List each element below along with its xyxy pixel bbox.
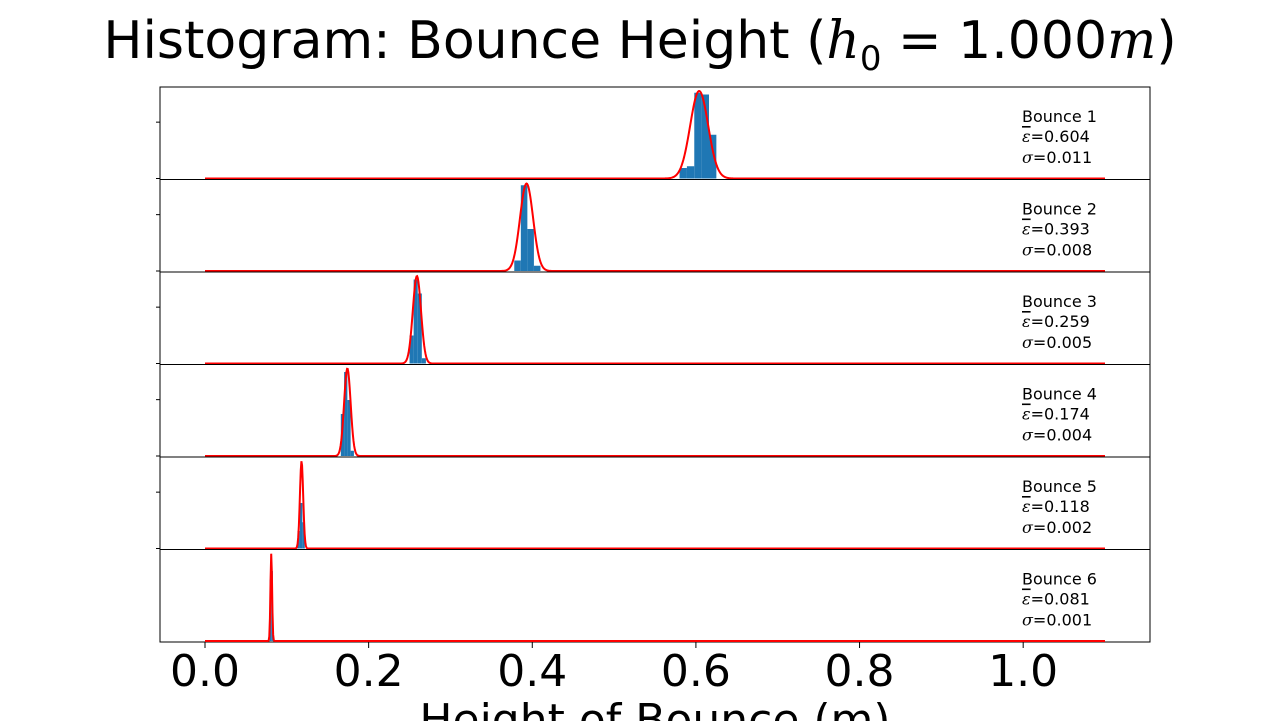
- panel-6-sigma-value: =0.001: [1033, 611, 1092, 630]
- panel-6-sigma-symbol: σ: [1022, 611, 1034, 630]
- panel-3-sigma-value: =0.005: [1033, 333, 1092, 352]
- panel-1-sigma: σ=0.011: [1022, 148, 1092, 167]
- panel-2-bar-4: [533, 265, 541, 271]
- panel-5-label: Bounce 5: [1022, 477, 1097, 496]
- panel-1-bar-4: [701, 94, 709, 179]
- panel-2-sigma: σ=0.008: [1022, 241, 1092, 260]
- panel-1-bar-3: [694, 92, 702, 179]
- panel-1-bar-1: [679, 168, 687, 179]
- panel-2-epsilon-value: =0.393: [1031, 220, 1090, 239]
- panel-3-bar-1: [409, 335, 414, 364]
- panel-6-sigma: σ=0.001: [1022, 611, 1092, 630]
- panel-4-bar-2: [344, 372, 348, 456]
- panel-1: Bounce 1ε=0.604 σ=0.011: [156, 86, 1151, 180]
- panel-2-frame: [159, 179, 1151, 273]
- panel-6-frame: [159, 549, 1151, 643]
- panel-3-fit-curve: [205, 274, 1105, 365]
- panel-5-epsilon: ε=0.118: [1022, 497, 1090, 516]
- panel-3-epsilon-symbol: ε: [1022, 312, 1031, 331]
- panel-3: Bounce 3ε=0.259 σ=0.005: [156, 271, 1151, 365]
- panel-2-epsilon-symbol: ε: [1022, 220, 1031, 239]
- panel-3-sigma: σ=0.005: [1022, 333, 1092, 352]
- panel-1-sigma-value: =0.011: [1033, 148, 1092, 167]
- panel-6-epsilon-value: =0.081: [1031, 590, 1090, 609]
- panel-3-bar-3: [417, 293, 422, 364]
- panel-6-label: Bounce 6: [1022, 570, 1097, 589]
- panel-5-sigma-symbol: σ: [1022, 518, 1034, 537]
- panel-4-epsilon: ε=0.174: [1022, 405, 1090, 424]
- panel-3-epsilon: ε=0.259: [1022, 312, 1090, 331]
- panel-1-fit-curve: [205, 89, 1105, 180]
- x-tick-label-3: 0.6: [661, 646, 731, 697]
- x-tick-label-0: 0.0: [170, 646, 240, 697]
- panel-5-bar-3: [302, 522, 305, 549]
- panel-2-fit-curve: [205, 182, 1105, 272]
- panel-4-bar-3: [347, 400, 351, 456]
- panel-1-bar-2: [686, 166, 695, 179]
- panel-3-label: Bounce 3: [1022, 292, 1097, 311]
- panel-4: Bounce 4ε=0.174 σ=0.004: [156, 364, 1151, 458]
- panel-6-fit-curve: [205, 553, 1105, 642]
- panel-3-epsilon-value: =0.259: [1031, 312, 1090, 331]
- panel-5: Bounce 5ε=0.118 σ=0.002: [156, 456, 1151, 550]
- panel-5-bar-2: [299, 503, 303, 549]
- x-tick-label-4: 0.8: [825, 646, 895, 697]
- panel-5-sigma: σ=0.002: [1022, 518, 1092, 537]
- panel-2-epsilon: ε=0.393: [1022, 220, 1090, 239]
- panel-1-epsilon: ε=0.604: [1022, 127, 1090, 146]
- panel-2: Bounce 2ε=0.393 σ=0.008: [156, 179, 1151, 273]
- panel-6-epsilon: ε=0.081: [1022, 590, 1090, 609]
- x-axis: 0.0 0.2 0.4 0.6 0.8 1.0: [170, 642, 1058, 697]
- x-tick-label-1: 0.2: [334, 646, 404, 697]
- panel-5-epsilon-symbol: ε: [1022, 497, 1031, 516]
- panel-5-sigma-value: =0.002: [1033, 518, 1092, 537]
- x-tick-label-5: 1.0: [988, 646, 1058, 697]
- panel-5-epsilon-value: =0.118: [1031, 497, 1090, 516]
- panel-1-bar-5: [709, 134, 717, 179]
- panel-1-epsilon-symbol: ε: [1022, 127, 1031, 146]
- panel-4-bar-4: [350, 450, 354, 456]
- panel-1-frame: [159, 86, 1151, 180]
- x-tick-label-2: 0.4: [497, 646, 567, 697]
- panel-3-bar-4: [421, 358, 426, 364]
- panel-2-bar-1: [514, 260, 521, 271]
- panel-1-epsilon-value: =0.604: [1031, 127, 1090, 146]
- panel-2-sigma-value: =0.008: [1033, 241, 1092, 260]
- panel-1-label: Bounce 1: [1022, 107, 1097, 126]
- panel-6: Bounce 6ε=0.081 σ=0.001: [159, 549, 1151, 643]
- panel-3-bar-2: [413, 279, 418, 364]
- panel-4-epsilon-value: =0.174: [1031, 405, 1090, 424]
- panel-2-bar-3: [527, 229, 534, 271]
- panel-2-bar-2: [520, 185, 528, 271]
- panel-1-sigma-symbol: σ: [1022, 148, 1034, 167]
- panel-6-epsilon-symbol: ε: [1022, 590, 1031, 609]
- panel-5-fit-curve: [205, 461, 1105, 550]
- x-axis-label: Height of Bounce (m): [419, 695, 890, 721]
- panel-4-sigma-value: =0.004: [1033, 426, 1092, 445]
- panel-4-sigma-symbol: σ: [1022, 426, 1034, 445]
- panel-4-label: Bounce 4: [1022, 385, 1097, 404]
- panel-2-sigma-symbol: σ: [1022, 241, 1034, 260]
- chart-title: Histogram: Bounce Height (h0 = 1.000m): [103, 11, 1176, 79]
- panel-2-label: Bounce 2: [1022, 200, 1097, 219]
- panel-4-epsilon-symbol: ε: [1022, 405, 1031, 424]
- panel-3-frame: [159, 271, 1151, 365]
- panel-4-sigma: σ=0.004: [1022, 426, 1092, 445]
- panel-4-frame: [159, 364, 1151, 458]
- panel-3-sigma-symbol: σ: [1022, 333, 1034, 352]
- panel-4-fit-curve: [205, 367, 1105, 457]
- panel-5-frame: [159, 456, 1151, 550]
